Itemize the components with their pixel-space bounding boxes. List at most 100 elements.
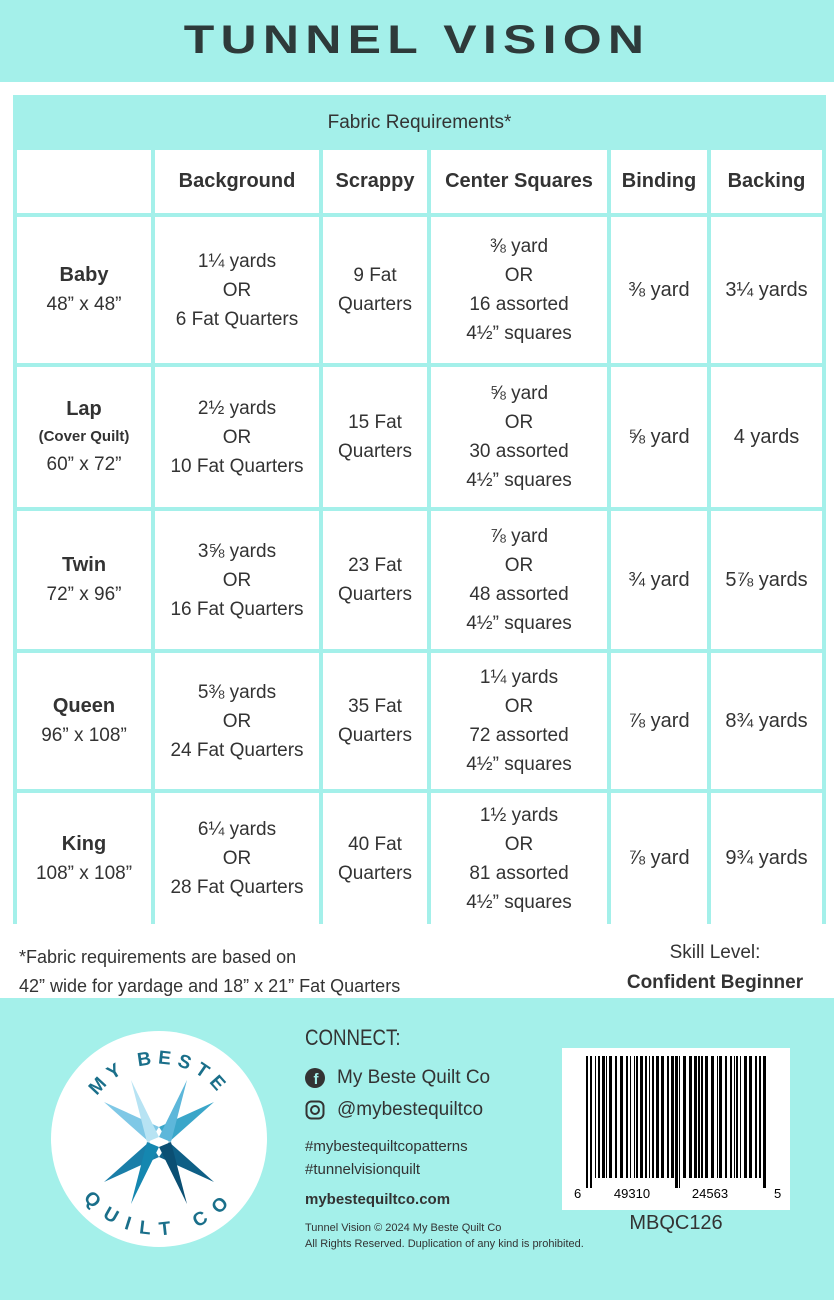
bar-stripe [711, 1056, 714, 1178]
bar-stripe [634, 1056, 635, 1178]
cell-line: OR [504, 412, 534, 433]
cell-line: ⅞ yard [489, 526, 549, 547]
bar-stripe [667, 1056, 669, 1178]
column-header: Binding [611, 150, 707, 213]
table-cell: 2½ yards OR 10 Fat Quarters [155, 367, 319, 507]
bar-stripe [698, 1056, 700, 1178]
cell-line: ⅜ yard [628, 278, 690, 301]
barcode-digit: 5 [774, 1186, 781, 1201]
bar-stripe [683, 1056, 686, 1178]
bar-stripe [586, 1056, 588, 1188]
cell-line: OR [222, 279, 252, 301]
barcode-digit: 6 [574, 1186, 581, 1201]
table-cell: 23 Fat Quarters [323, 511, 427, 649]
cell-line: 3⅝ yards [197, 540, 277, 562]
cell-line: 16 assorted [469, 294, 569, 315]
bar-stripe [661, 1056, 664, 1178]
cell-line: ⅞ yard [628, 709, 690, 732]
table-cell: ⅜ yard [611, 217, 707, 363]
barcode-digit: 49310 [614, 1186, 650, 1201]
column-header: Center Squares [431, 150, 607, 213]
cell-line: 5⅞ yards [725, 568, 808, 591]
barcode: 6 49310 24563 5 [562, 1048, 790, 1210]
bar-stripe [719, 1056, 722, 1178]
size-dims: 96” x 108” [41, 725, 127, 746]
table-caption: Fabric Requirements* [327, 112, 512, 133]
cell-line: 24 Fat Quarters [170, 739, 304, 761]
cell-line: 9 Fat [353, 265, 397, 286]
bar-stripe [689, 1056, 692, 1178]
cell-line: 1½ yards [479, 804, 559, 826]
title: TUNNEL VISION [183, 18, 651, 62]
cell-line: OR [504, 555, 534, 576]
cell-line: 5⅜ yards [197, 681, 277, 703]
connect: CONNECT: f My Beste Quilt Co @mybestequil… [305, 1025, 584, 1252]
cell-line: 4½” squares [466, 323, 572, 344]
cell-line: 35 Fat [348, 696, 402, 717]
size-dims: 72” x 96” [46, 584, 122, 605]
column-header: Background [155, 150, 319, 213]
cell-line: 6 Fat Quarters [175, 308, 299, 330]
cell-line: OR [222, 848, 252, 869]
cell-line: OR [222, 710, 252, 732]
cell-line: Quarters [338, 441, 412, 462]
skill-value: Confident Beginner [626, 972, 804, 993]
bar-stripe [705, 1056, 708, 1178]
footnote-line: 42” wide for yardage and 18” x 21” Fat Q… [19, 976, 401, 996]
logo: MY BESTE QUILT CO [51, 1031, 267, 1247]
cell-line: OR [504, 696, 534, 717]
table-cell: 3¼ yards [711, 217, 822, 363]
fabric-table: Fabric Requirements* Background Scrappy Ce… [13, 95, 826, 924]
bar-stripe [626, 1056, 628, 1178]
footnote: *Fabric requirements are based on 42” wi… [19, 943, 400, 1001]
barcode-digit: 24563 [692, 1186, 728, 1201]
bar-stripe [671, 1056, 674, 1178]
bar-stripe [630, 1056, 631, 1178]
cell-line: 4½” squares [466, 754, 572, 775]
bar-stripe [749, 1056, 752, 1178]
bar-stripe [620, 1056, 623, 1178]
cell-line: 48 assorted [469, 584, 569, 605]
row-header: Twin 72” x 96” [17, 511, 151, 649]
bar-stripe [675, 1056, 678, 1188]
svg-text:f: f [314, 1071, 320, 1088]
product-code: MBQC126 [629, 1212, 723, 1234]
cell-line: 16 Fat Quarters [170, 598, 304, 620]
bar-stripe [694, 1056, 697, 1178]
size-note: (Cover Quilt) [38, 428, 130, 445]
copyright: Tunnel Vision © 2024 My Beste Quilt Co [305, 1222, 502, 1234]
hashtag: #mybestequiltcopatterns [305, 1138, 468, 1155]
connect-heading: CONNECT: [305, 1025, 401, 1050]
size-name: Twin [61, 554, 107, 576]
barcode-bars: 6 49310 24563 5 [574, 1056, 781, 1201]
cell-line: OR [504, 833, 534, 855]
table-grid: Background Scrappy Center Squares Binding Ba… [17, 150, 822, 924]
column-header: Scrappy [323, 150, 427, 213]
cell-line: OR [504, 265, 534, 286]
cell-line: 15 Fat [348, 412, 402, 433]
table-cell: ⅝ yard [611, 367, 707, 507]
cell-line: 30 assorted [469, 441, 569, 462]
table-cell: ⅜ yard OR 16 assorted 4½” squares [431, 217, 607, 363]
size-name: King [61, 832, 107, 855]
cell-line: Quarters [338, 862, 412, 884]
table-cell: 40 Fat Quarters [323, 793, 427, 924]
cell-line: 3¼ yards [725, 278, 808, 301]
cell-line: 4 yards [733, 425, 800, 448]
bar-stripe [755, 1056, 757, 1178]
cell-line: OR [222, 569, 252, 591]
table-cell: 1¼ yards OR 72 assorted 4½” squares [431, 653, 607, 789]
cell-line: 1¼ yards [197, 250, 277, 272]
bar-stripe [740, 1056, 741, 1178]
facebook: My Beste Quilt Co [337, 1067, 491, 1088]
cell-line: 81 assorted [469, 862, 569, 884]
size-name: Lap [66, 398, 102, 420]
bar-stripe [645, 1056, 647, 1178]
bar-stripe [615, 1056, 617, 1178]
cell-line: 2½ yards [197, 397, 277, 419]
cell-line: Quarters [338, 584, 412, 605]
table-cell: 5⅞ yards [711, 511, 822, 649]
skill-label: Skill Level: [669, 942, 761, 963]
cell-line: OR [222, 426, 252, 448]
hashtag: #tunnelvisionquilt [305, 1161, 421, 1178]
